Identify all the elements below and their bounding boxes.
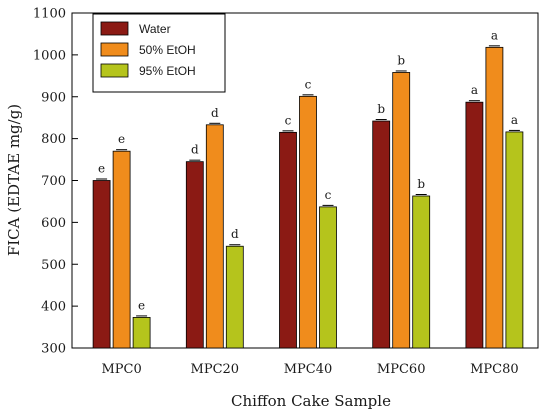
- significance-labels: e e e d d d c c c b b b a a a: [98, 28, 518, 312]
- y-tick-label: 400: [41, 300, 66, 315]
- bar-50-etoh-mpc60: [392, 72, 411, 349]
- bar-water-mpc20: [185, 161, 204, 349]
- legend-label-50-etoh: 50% EtOH: [139, 43, 196, 57]
- y-tick-label: 600: [41, 216, 66, 231]
- y-tick-label: 500: [41, 258, 66, 273]
- y-axis-title: FICA (EDTAE mg/g): [5, 104, 23, 256]
- legend-swatch-water: [100, 21, 129, 36]
- x-tick-label: MPC40: [284, 362, 333, 377]
- significance-label: a: [471, 83, 478, 97]
- y-tick-label: 800: [41, 132, 66, 147]
- bar-95-etoh-mpc0: [132, 317, 151, 349]
- bar-95-etoh-mpc20: [225, 245, 244, 349]
- x-tick-label: MPC60: [377, 362, 426, 377]
- bar-50-etoh-mpc0: [112, 150, 131, 349]
- legend-swatch-95-etoh: [100, 63, 129, 78]
- bar-water-mpc60: [372, 120, 391, 349]
- significance-label: e: [138, 298, 145, 312]
- x-tick-label: MPC80: [470, 362, 519, 377]
- y-tick-label: 700: [41, 174, 66, 189]
- significance-label: c: [305, 77, 312, 91]
- bar-95-etoh-mpc40: [319, 206, 337, 349]
- significance-label: b: [377, 102, 385, 116]
- y-tick-label: 1000: [33, 48, 66, 63]
- y-axis: 300 400 500 600 700 800 900 1000 1100: [33, 7, 78, 357]
- legend-label-95-etoh: 95% EtOH: [139, 64, 196, 78]
- y-tick-label: 900: [41, 90, 66, 105]
- significance-label: e: [118, 132, 125, 146]
- bar-95-etoh-mpc80: [505, 131, 524, 349]
- x-tick-label: MPC0: [101, 362, 141, 377]
- bar-water-mpc0: [92, 180, 111, 349]
- bar-water-mpc40: [279, 131, 297, 349]
- legend-swatch-50-etoh: [100, 42, 129, 57]
- significance-label: c: [325, 188, 332, 202]
- significance-label: b: [397, 53, 405, 67]
- x-axis-title: Chiffon Cake Sample: [231, 392, 391, 410]
- significance-label: e: [98, 162, 105, 176]
- bar-50-etoh-mpc20: [205, 124, 224, 349]
- y-tick-label: 1100: [33, 7, 66, 22]
- bar-50-etoh-mpc80: [485, 46, 504, 349]
- significance-label: d: [231, 227, 239, 241]
- significance-label: d: [211, 106, 219, 120]
- significance-label: a: [491, 28, 498, 42]
- legend: Water 50% EtOH 95% EtOH: [92, 13, 226, 93]
- significance-label: d: [191, 143, 199, 157]
- y-tick-label: 300: [41, 342, 66, 357]
- x-tick-label: MPC20: [191, 362, 240, 377]
- bar-water-mpc80: [465, 101, 484, 349]
- bar-95-etoh-mpc60: [412, 195, 431, 349]
- significance-label: c: [285, 113, 292, 127]
- significance-label: a: [511, 113, 518, 127]
- bar-50-etoh-mpc40: [299, 95, 317, 349]
- bars-group: [92, 45, 524, 349]
- significance-label: b: [417, 177, 425, 191]
- legend-label-water: Water: [139, 22, 171, 36]
